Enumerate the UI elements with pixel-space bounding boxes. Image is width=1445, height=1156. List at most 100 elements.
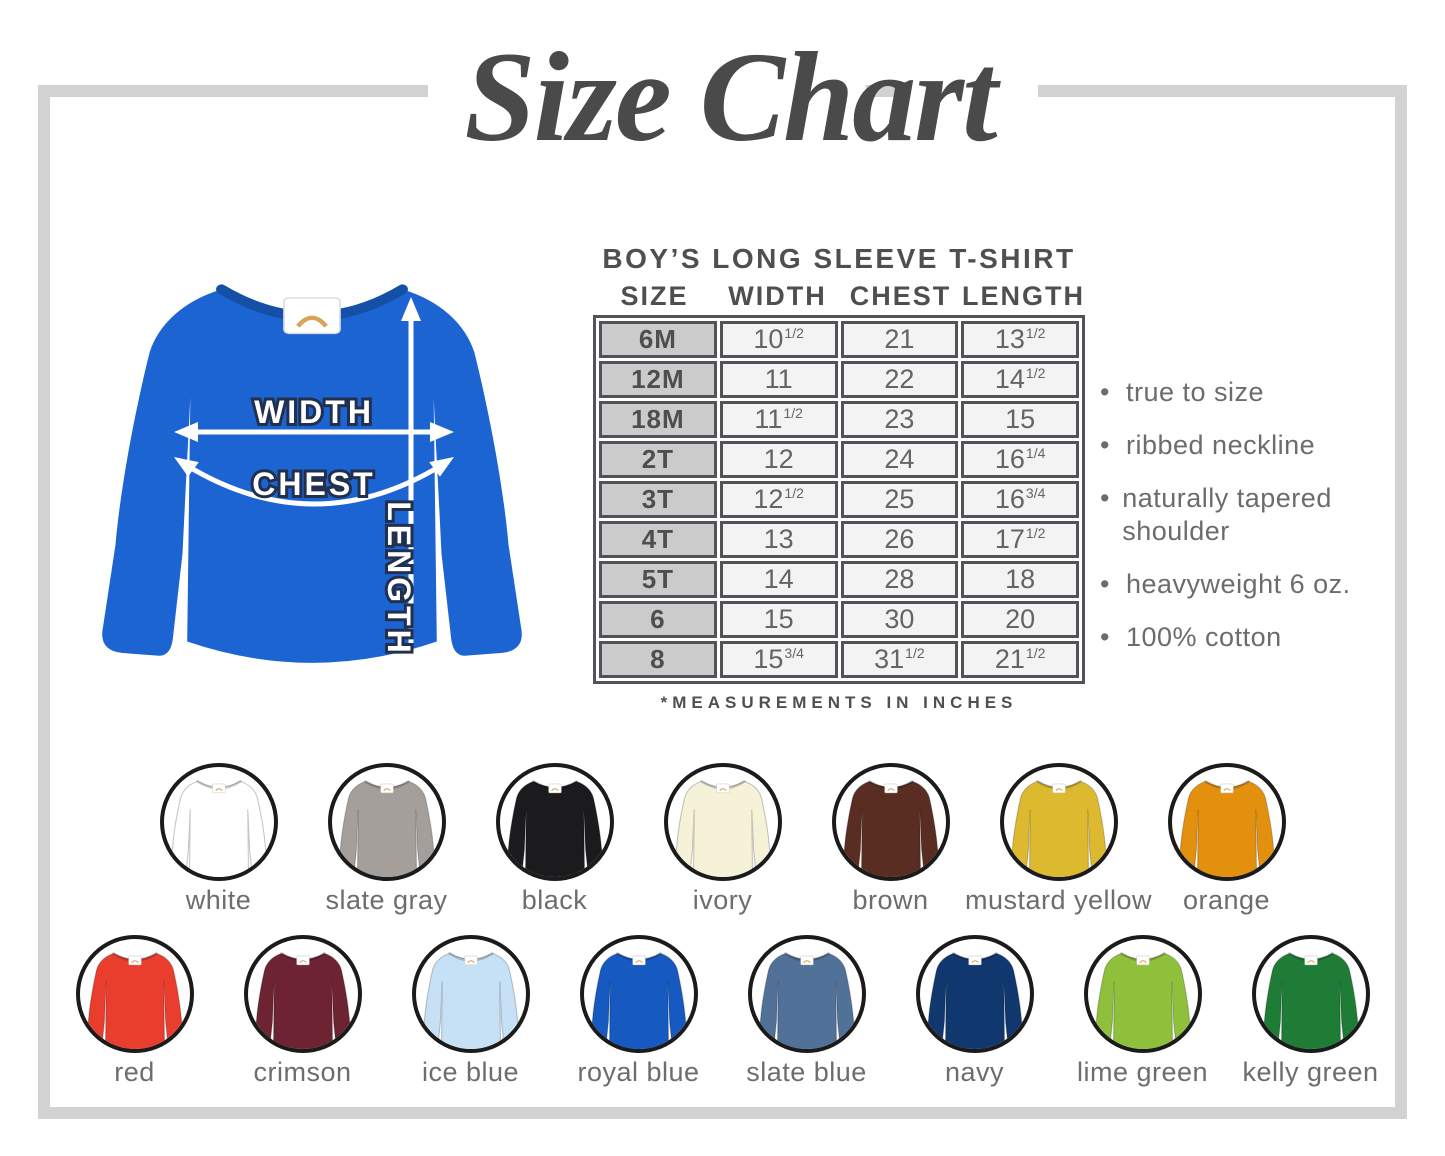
color-swatch: mustard yellow (965, 763, 1152, 916)
swatch-circle (495, 763, 614, 881)
swatch-circle (915, 935, 1034, 1053)
measurements-note: *MEASUREMENTS IN INCHES (660, 693, 1018, 712)
tag-logo (296, 315, 328, 328)
page-frame (38, 85, 1407, 1119)
swatch-label: slate blue (746, 1057, 867, 1087)
length-value-cell: 18 (961, 561, 1079, 598)
length-label: LENGTH (381, 501, 417, 657)
frame-top-dash (866, 85, 903, 97)
shirt-diagram: WIDTH CHEST LENGTH (102, 284, 522, 698)
feature-text: 100% cotton (1126, 621, 1282, 652)
color-swatch: brown (811, 763, 971, 916)
swatch-circle (411, 935, 530, 1053)
bullet-icon: • (1100, 482, 1110, 513)
swatch-label: black (521, 885, 588, 915)
width-value-cell: 111/2 (719, 401, 838, 438)
size-cell: 6M (599, 321, 717, 358)
feature-text: naturally tapered shoulder (1122, 482, 1332, 547)
frame-top-left-segment (38, 85, 428, 97)
size-cell: 5T (599, 561, 717, 598)
swatch-circle (663, 763, 782, 881)
bullet-icon: • (1100, 429, 1110, 460)
swatch-label: kelly green (1242, 1057, 1379, 1087)
size-row: 12M 11 22 141/2 (599, 361, 1079, 398)
tshirt-icon (336, 780, 437, 877)
size-cell: 3T (599, 481, 717, 518)
chest-label: CHEST (252, 466, 375, 502)
length-value-cell: 211/2 (961, 641, 1079, 678)
size-cell: 2T (599, 441, 717, 478)
page-title: Size Chart (464, 26, 997, 168)
size-row: 6 15 30 20 (599, 601, 1079, 638)
size-table: 6M 101/2 21 131/2 12M 11 22 141/2 18M 111/2 23 15 2T… (596, 318, 1082, 681)
swatch-circle (999, 763, 1118, 881)
length-arrow (401, 297, 421, 698)
swatch-label: ice blue (421, 1057, 520, 1087)
chest-value-cell: 30 (840, 601, 959, 638)
color-swatch: crimson (223, 935, 383, 1088)
column-header-size: SIZE (620, 281, 689, 311)
width-value-cell: 121/2 (719, 481, 838, 518)
color-swatch: red (55, 935, 215, 1088)
length-value-cell: 171/2 (961, 521, 1079, 558)
tshirt-icon (1176, 780, 1277, 877)
width-value-cell: 101/2 (719, 321, 838, 358)
chest-value-cell: 28 (840, 561, 959, 598)
color-swatch: navy (895, 935, 1055, 1088)
feature-list: • true to size • ribbed neckline • naturally … (1100, 376, 1400, 674)
color-swatch: slate gray (307, 763, 467, 916)
feature-item: • 100% cotton (1100, 621, 1400, 655)
column-headers: SIZE WIDTH CHEST LENGTH (593, 281, 1085, 312)
color-swatch: slate blue (727, 935, 887, 1088)
column-header-chest: CHEST (849, 281, 952, 311)
size-row: 3T 121/2 25 163/4 (599, 481, 1079, 518)
length-value-cell: 141/2 (961, 361, 1079, 398)
tshirt-icon (840, 780, 941, 877)
chest-value-cell: 21 (840, 321, 959, 358)
bullet-icon: • (1100, 377, 1110, 407)
length-value-cell: 131/2 (961, 321, 1079, 358)
swatch-circle (579, 935, 698, 1053)
swatch-label: royal blue (577, 1057, 700, 1087)
feature-item: • naturally tapered shoulder (1100, 482, 1400, 550)
frame-top-right-segment (1038, 85, 1407, 97)
swatch-circle (1251, 935, 1370, 1053)
size-cell: 12M (599, 361, 717, 398)
feature-item: • ribbed neckline (1100, 429, 1400, 463)
width-value-cell: 12 (719, 441, 838, 478)
bullet-icon: • (1100, 621, 1110, 652)
swatch-label: lime green (1076, 1057, 1209, 1087)
width-arrow (174, 422, 454, 442)
tshirt-icon (588, 952, 689, 1049)
size-table-block: BOY’S LONG SLEEVE T-SHIRT SIZE WIDTH CHE… (593, 243, 1085, 713)
swatch-row-1: white slate gray black ivory brown mustard ye… (50, 763, 1395, 916)
length-value-cell: 163/4 (961, 481, 1079, 518)
swatch-row-2: red crimson ice blue royal blue slate blue na… (50, 935, 1395, 1088)
tshirt-icon (1092, 952, 1193, 1049)
width-value-cell: 14 (719, 561, 838, 598)
tshirt-icon (1260, 952, 1361, 1049)
width-value-cell: 153/4 (719, 641, 838, 678)
tshirt-icon (84, 952, 185, 1049)
swatch-label: red (114, 1057, 155, 1087)
column-header-length: LENGTH (962, 281, 1085, 311)
swatch-label: brown (852, 885, 929, 915)
swatch-circle (747, 935, 866, 1053)
width-value-cell: 13 (719, 521, 838, 558)
feature-text: ribbed neckline (1126, 429, 1316, 460)
size-row: 5T 14 28 18 (599, 561, 1079, 598)
chest-value-cell: 26 (840, 521, 959, 558)
color-swatch: ice blue (391, 935, 551, 1088)
chest-value-cell: 24 (840, 441, 959, 478)
size-row: 18M 111/2 23 15 (599, 401, 1079, 438)
chest-value-cell: 22 (840, 361, 959, 398)
size-table-body: 6M 101/2 21 131/2 12M 11 22 141/2 18M 111/2 23 15 2T… (599, 321, 1079, 678)
size-cell: 6 (599, 601, 717, 638)
color-swatch: ivory (643, 763, 803, 916)
bullet-icon: • (1100, 569, 1110, 599)
swatch-circle (159, 763, 278, 881)
swatch-circle (243, 935, 362, 1053)
size-table-outline: 6M 101/2 21 131/2 12M 11 22 141/2 18M 111/2 23 15 2T… (593, 315, 1085, 684)
chest-arrow (174, 457, 454, 507)
color-swatch: royal blue (559, 935, 719, 1088)
